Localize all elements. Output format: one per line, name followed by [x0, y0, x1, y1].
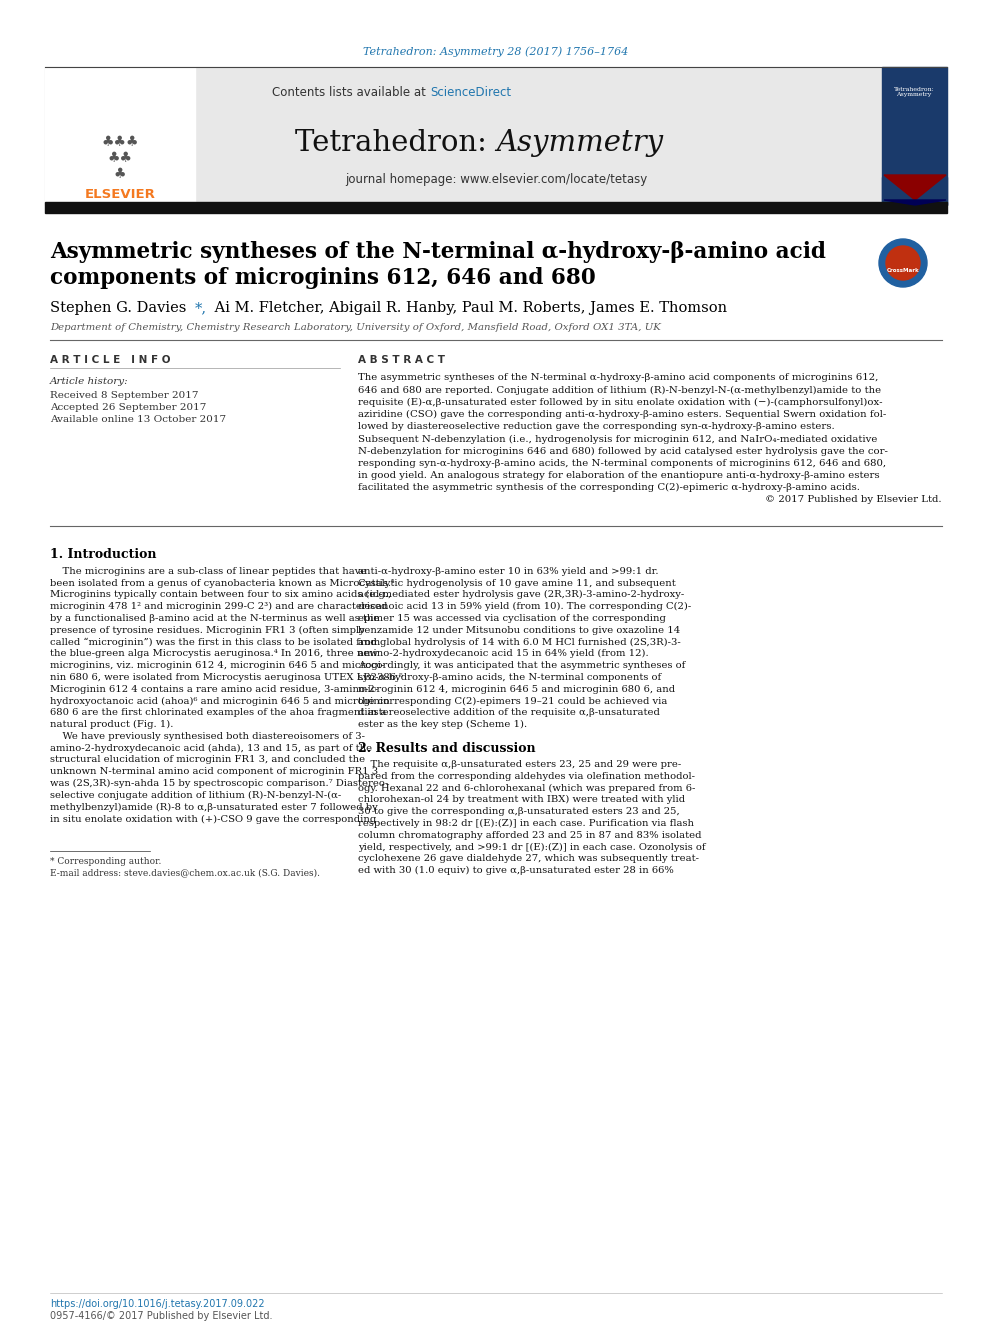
Text: in good yield. An analogous strategy for elaboration of the enantiopure anti-α-h: in good yield. An analogous strategy for…	[358, 471, 880, 480]
Text: responding syn-α-hydroxy-β-amino acids, the N-terminal components of microginins: responding syn-α-hydroxy-β-amino acids, …	[358, 459, 886, 468]
Text: *,: *,	[195, 302, 207, 315]
Text: Asymmetric syntheses of the N-terminal α-hydroxy-β-amino acid: Asymmetric syntheses of the N-terminal α…	[50, 241, 826, 263]
Text: https://doi.org/10.1016/j.tetasy.2017.09.022: https://doi.org/10.1016/j.tetasy.2017.09…	[50, 1299, 265, 1308]
Text: Microginins typically contain between four to six amino acids (e.g.,: Microginins typically contain between fo…	[50, 590, 391, 599]
Text: benzamide 12 under Mitsunobu conditions to give oxazoline 14: benzamide 12 under Mitsunobu conditions …	[358, 626, 681, 635]
Text: by a functionalised β-amino acid at the N-terminus as well as the: by a functionalised β-amino acid at the …	[50, 614, 379, 623]
Text: and global hydrolysis of 14 with 6.0 M HCl furnished (2S,3R)-3-: and global hydrolysis of 14 with 6.0 M H…	[358, 638, 681, 647]
Text: the blue-green alga Microcystis aeruginosa.⁴ In 2016, three new: the blue-green alga Microcystis aerugino…	[50, 650, 378, 659]
Text: 30 to give the corresponding α,β-unsaturated esters 23 and 25,: 30 to give the corresponding α,β-unsatur…	[358, 807, 680, 816]
Text: 680 6 are the first chlorinated examples of the ahoa fragment in a: 680 6 are the first chlorinated examples…	[50, 708, 386, 717]
Text: called “microginin”) was the first in this class to be isolated from: called “microginin”) was the first in th…	[50, 638, 380, 647]
Text: CrossMark: CrossMark	[887, 267, 920, 273]
Text: acid-mediated ester hydrolysis gave (2R,3R)-3-amino-2-hydroxy-: acid-mediated ester hydrolysis gave (2R,…	[358, 590, 684, 599]
Text: microginin 612 4, microginin 646 5 and microginin 680 6, and: microginin 612 4, microginin 646 5 and m…	[358, 685, 676, 693]
Text: We have previously synthesised both diastereoisomers of 3-: We have previously synthesised both dias…	[50, 732, 365, 741]
Text: facilitated the asymmetric synthesis of the corresponding C(2)-epimeric α-hydrox: facilitated the asymmetric synthesis of …	[358, 483, 860, 492]
Text: The microginins are a sub-class of linear peptides that have: The microginins are a sub-class of linea…	[50, 566, 366, 576]
Text: column chromatography afforded 23 and 25 in 87 and 83% isolated: column chromatography afforded 23 and 25…	[358, 831, 701, 840]
Text: requisite (E)-α,β-unsaturated ester followed by in situ enolate oxidation with (: requisite (E)-α,β-unsaturated ester foll…	[358, 398, 883, 407]
Text: Available online 13 October 2017: Available online 13 October 2017	[50, 414, 226, 423]
Text: N-debenzylation for microginins 646 and 680) followed by acid catalysed ester hy: N-debenzylation for microginins 646 and …	[358, 447, 888, 455]
Text: The asymmetric syntheses of the N-terminal α-hydroxy-β-amino acid components of : The asymmetric syntheses of the N-termin…	[358, 373, 878, 382]
Text: ester as the key step (Scheme 1).: ester as the key step (Scheme 1).	[358, 720, 527, 729]
Text: 2. Results and discussion: 2. Results and discussion	[358, 742, 536, 755]
Text: ogy. Hexanal 22 and 6-chlorohexanal (which was prepared from 6-: ogy. Hexanal 22 and 6-chlorohexanal (whi…	[358, 783, 695, 792]
Text: 0957-4166/© 2017 Published by Elsevier Ltd.: 0957-4166/© 2017 Published by Elsevier L…	[50, 1311, 273, 1320]
Text: Accordingly, it was anticipated that the asymmetric syntheses of: Accordingly, it was anticipated that the…	[358, 662, 685, 671]
Bar	[882, 67, 947, 205]
Text: amino-2-hydroxydecanoic acid 15 in 64% yield (from 12).: amino-2-hydroxydecanoic acid 15 in 64% y…	[358, 650, 649, 659]
Text: anti-α-hydroxy-β-amino ester 10 in 63% yield and >99:1 dr.: anti-α-hydroxy-β-amino ester 10 in 63% y…	[358, 566, 659, 576]
Text: Ai M. Fletcher, Abigail R. Hanby, Paul M. Roberts, James E. Thomson: Ai M. Fletcher, Abigail R. Hanby, Paul M…	[210, 302, 727, 315]
Text: 646 and 680 are reported. Conjugate addition of lithium (R)-N-benzyl-N-(α-methyl: 646 and 680 are reported. Conjugate addi…	[358, 385, 881, 394]
Text: hydroxyoctanoic acid (ahoa)⁶ and microginin 646 5 and microginin: hydroxyoctanoic acid (ahoa)⁶ and microgi…	[50, 696, 390, 705]
Text: Accepted 26 September 2017: Accepted 26 September 2017	[50, 402, 206, 411]
Text: ed with 30 (1.0 equiv) to give α,β-unsaturated ester 28 in 66%: ed with 30 (1.0 equiv) to give α,β-unsat…	[358, 867, 674, 875]
Text: chlorohexan-ol 24 by treatment with IBX) were treated with ylid: chlorohexan-ol 24 by treatment with IBX)…	[358, 795, 685, 804]
Text: Microginin 612 4 contains a rare amino acid residue, 3-amino-2-: Microginin 612 4 contains a rare amino a…	[50, 685, 378, 693]
Text: was (2S,3R)-syn-ahda 15 by spectroscopic comparison.⁷ Diastereo-: was (2S,3R)-syn-ahda 15 by spectroscopic…	[50, 779, 388, 789]
Text: cyclohexene 26 gave dialdehyde 27, which was subsequently treat-: cyclohexene 26 gave dialdehyde 27, which…	[358, 855, 699, 864]
Text: aziridine (CSO) gave the corresponding anti-α-hydroxy-β-amino esters. Sequential: aziridine (CSO) gave the corresponding a…	[358, 410, 886, 419]
Text: lowed by diastereoselective reduction gave the corresponding syn-α-hydroxy-β-ami: lowed by diastereoselective reduction ga…	[358, 422, 834, 431]
Text: ♣♣♣
♣♣
♣: ♣♣♣ ♣♣ ♣	[101, 135, 139, 181]
Text: journal homepage: www.elsevier.com/locate/tetasy: journal homepage: www.elsevier.com/locat…	[345, 173, 647, 187]
Text: A B S T R A C T: A B S T R A C T	[358, 355, 445, 365]
Text: A R T I C L E   I N F O: A R T I C L E I N F O	[50, 355, 171, 365]
Text: decanoic acid 13 in 59% yield (from 10). The corresponding C(2)-: decanoic acid 13 in 59% yield (from 10).…	[358, 602, 691, 611]
Text: Stephen G. Davies: Stephen G. Davies	[50, 302, 191, 315]
Text: ScienceDirect: ScienceDirect	[430, 86, 511, 98]
Bar	[45, 67, 195, 205]
Text: E-mail address: steve.davies@chem.ox.ac.uk (S.G. Davies).: E-mail address: steve.davies@chem.ox.ac.…	[50, 868, 320, 877]
Text: Tetrahedron:
Asymmetry: Tetrahedron: Asymmetry	[894, 86, 934, 98]
Text: nin 680 6, were isolated from Microcystis aeruginosa UTEX LB2386.⁵: nin 680 6, were isolated from Microcysti…	[50, 673, 403, 681]
Text: 1. Introduction: 1. Introduction	[50, 548, 157, 561]
Text: pared from the corresponding aldehydes via olefination methodol-: pared from the corresponding aldehydes v…	[358, 771, 695, 781]
Text: components of microginins 612, 646 and 680: components of microginins 612, 646 and 6…	[50, 267, 596, 288]
Text: Subsequent N-debenzylation (i.e., hydrogenolysis for microginin 612, and NaIrO₄-: Subsequent N-debenzylation (i.e., hydrog…	[358, 434, 877, 443]
Text: natural product (Fig. 1).: natural product (Fig. 1).	[50, 720, 174, 729]
Bar	[45, 67, 947, 205]
Text: amino-2-hydroxydecanoic acid (ahda), 13 and 15, as part of the: amino-2-hydroxydecanoic acid (ahda), 13 …	[50, 744, 372, 753]
Text: selective conjugate addition of lithium (R)-N-benzyl-N-(α-: selective conjugate addition of lithium …	[50, 791, 341, 800]
Text: * Corresponding author.: * Corresponding author.	[50, 857, 162, 867]
Text: microginins, viz. microginin 612 4, microginin 646 5 and microgi-: microginins, viz. microginin 612 4, micr…	[50, 662, 384, 671]
Text: Contents lists available at: Contents lists available at	[273, 86, 430, 98]
Text: the corresponding C(2)-epimers 19–21 could be achieved via: the corresponding C(2)-epimers 19–21 cou…	[358, 696, 668, 705]
Text: unknown N-terminal amino acid component of microginin FR1 3: unknown N-terminal amino acid component …	[50, 767, 378, 777]
Text: presence of tyrosine residues. Microginin FR1 3 (often simply: presence of tyrosine residues. Microgini…	[50, 626, 365, 635]
Text: diastereoselective addition of the requisite α,β-unsaturated: diastereoselective addition of the requi…	[358, 708, 660, 717]
Polygon shape	[884, 200, 946, 205]
Text: methylbenzyl)amide (R)-8 to α,β-unsaturated ester 7 followed by: methylbenzyl)amide (R)-8 to α,β-unsatura…	[50, 803, 378, 812]
Text: Catalytic hydrogenolysis of 10 gave amine 11, and subsequent: Catalytic hydrogenolysis of 10 gave amin…	[358, 578, 676, 587]
Text: The requisite α,β-unsaturated esters 23, 25 and 29 were pre-: The requisite α,β-unsaturated esters 23,…	[358, 759, 682, 769]
Text: © 2017 Published by Elsevier Ltd.: © 2017 Published by Elsevier Ltd.	[766, 496, 942, 504]
Text: Asymmetry: Asymmetry	[496, 130, 663, 157]
Text: been isolated from a genus of cyanobacteria known as Microcystis.¹: been isolated from a genus of cyanobacte…	[50, 578, 395, 587]
Text: Tetrahedron: Asymmetry 28 (2017) 1756–1764: Tetrahedron: Asymmetry 28 (2017) 1756–17…	[363, 46, 629, 57]
Text: in situ enolate oxidation with (+)-CSO 9 gave the corresponding: in situ enolate oxidation with (+)-CSO 9…	[50, 815, 376, 823]
Text: epimer 15 was accessed via cyclisation of the corresponding: epimer 15 was accessed via cyclisation o…	[358, 614, 666, 623]
Circle shape	[886, 246, 920, 280]
Text: structural elucidation of microginin FR1 3, and concluded the: structural elucidation of microginin FR1…	[50, 755, 365, 765]
Text: Department of Chemistry, Chemistry Research Laboratory, University of Oxford, Ma: Department of Chemistry, Chemistry Resea…	[50, 323, 661, 332]
Text: ELSEVIER: ELSEVIER	[84, 188, 156, 201]
Polygon shape	[884, 175, 946, 200]
Bar	[882, 177, 947, 205]
Circle shape	[879, 239, 927, 287]
Text: yield, respectively, and >99:1 dr [(E):(Z)] in each case. Ozonolysis of: yield, respectively, and >99:1 dr [(E):(…	[358, 843, 705, 852]
Text: microginin 478 1² and microginin 299-C 2³) and are characterised: microginin 478 1² and microginin 299-C 2…	[50, 602, 387, 611]
Bar	[45, 202, 947, 213]
Text: respectively in 98:2 dr [(E):(Z)] in each case. Purification via flash: respectively in 98:2 dr [(E):(Z)] in eac…	[358, 819, 694, 828]
Text: Received 8 September 2017: Received 8 September 2017	[50, 390, 198, 400]
Text: Tetrahedron:: Tetrahedron:	[295, 130, 496, 157]
Text: Article history:: Article history:	[50, 377, 129, 386]
Text: syn-α-hydroxy-β-amino acids, the N-terminal components of: syn-α-hydroxy-β-amino acids, the N-termi…	[358, 673, 662, 681]
